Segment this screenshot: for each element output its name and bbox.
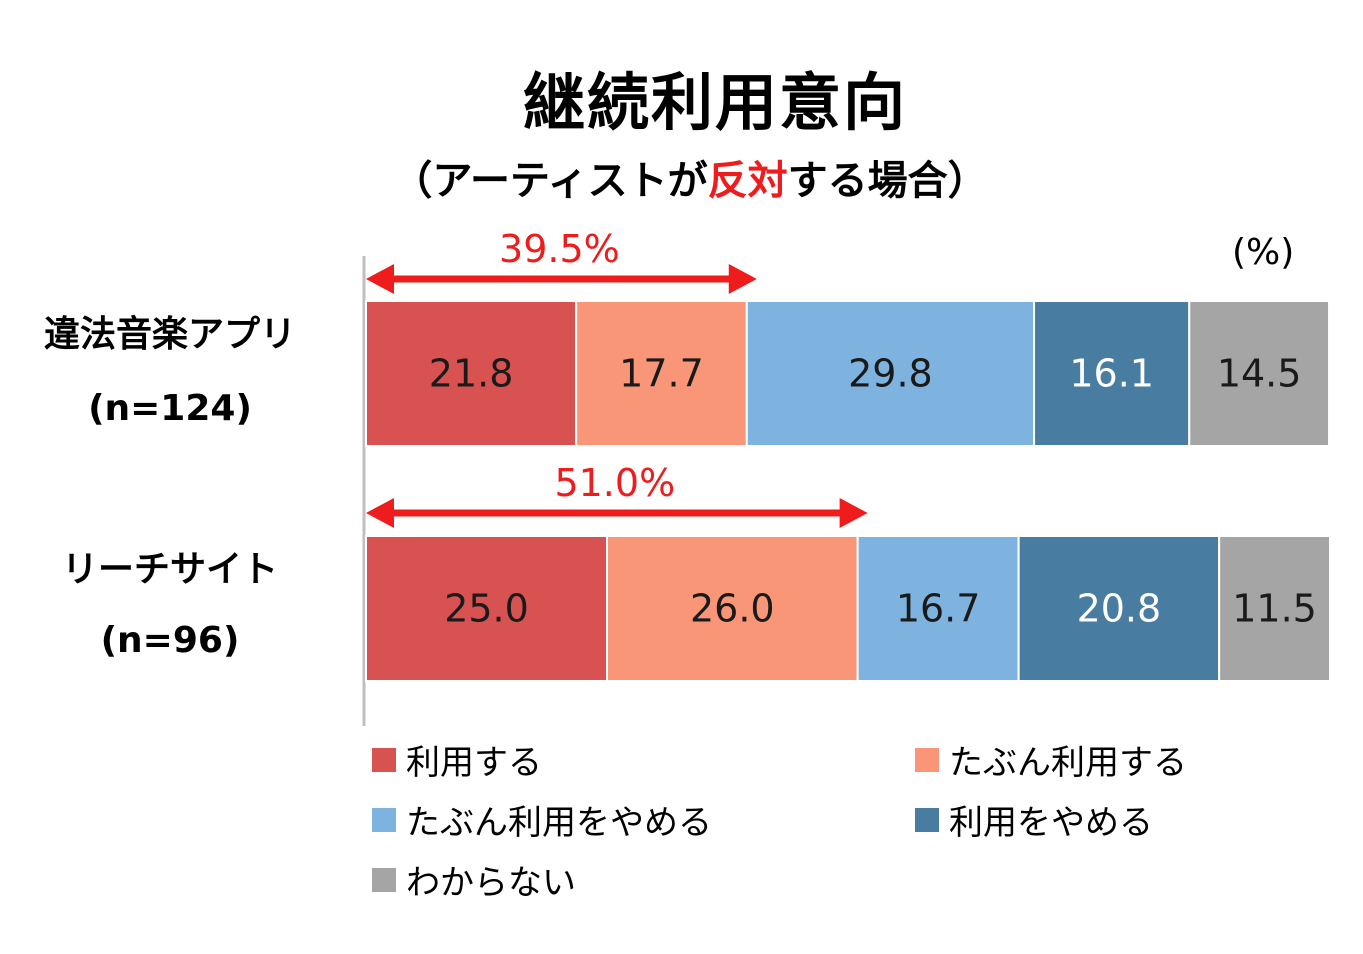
data-label: 17.7	[619, 352, 704, 396]
bar-segment	[365, 300, 578, 447]
legend-item: 利用する	[372, 735, 542, 784]
chart-subtitle: （アーティストが反対する場合）	[0, 148, 1363, 206]
legend-item: 利用をやめる	[915, 795, 1153, 844]
bar-segment	[1188, 300, 1331, 447]
data-label: 26.0	[690, 587, 775, 631]
legend-label: たぶん利用をやめる	[406, 803, 712, 843]
legend-label: わからない	[406, 863, 576, 903]
bar-segment	[1218, 535, 1332, 682]
category-label-0: 違法音楽アプリ	[43, 314, 296, 355]
legend-item: たぶん利用をやめる	[372, 795, 712, 844]
bar-segment	[1017, 535, 1221, 682]
bar-segment	[1033, 300, 1191, 447]
legend-label: たぶん利用する	[949, 743, 1187, 783]
data-label: 21.8	[429, 352, 514, 396]
legend-swatch	[372, 807, 396, 832]
legend-swatch	[915, 807, 939, 832]
category-label-1: リーチサイト	[61, 549, 278, 590]
data-label: 16.1	[1069, 352, 1154, 396]
bar-segment	[606, 535, 859, 682]
annotation-arrowhead-left	[366, 264, 394, 294]
legend-swatch	[372, 747, 396, 772]
legend-label: 利用をやめる	[949, 803, 1153, 843]
data-label: 25.0	[444, 587, 529, 631]
legend-label: 利用する	[406, 743, 542, 783]
data-label: 14.5	[1217, 352, 1302, 396]
annotation-arrowhead-right	[839, 498, 868, 528]
unit-label: (%)	[1232, 232, 1295, 273]
legend-item: たぶん利用する	[915, 735, 1187, 784]
legend-swatch	[915, 747, 939, 772]
bar-segment	[745, 300, 1036, 447]
chart-title: 継続利用意向	[522, 66, 907, 139]
annotation-arrowhead-left	[366, 498, 394, 528]
data-label: 16.7	[896, 587, 981, 631]
category-n-0: (n=124)	[88, 388, 252, 429]
data-label: 29.8	[848, 352, 933, 396]
annotation-label: 51.0%	[554, 461, 675, 505]
subtitle-close: する場合）	[787, 158, 988, 204]
category-n-1: (n=96)	[100, 620, 240, 661]
annotation-arrowhead-right	[728, 264, 757, 294]
annotation-label: 39.5%	[499, 227, 620, 271]
data-label: 11.5	[1232, 587, 1317, 631]
subtitle-open: （アーティストが	[392, 158, 708, 204]
data-label: 20.8	[1077, 587, 1162, 631]
bar-segment	[856, 535, 1020, 682]
legend-item: わからない	[372, 855, 576, 904]
subtitle-highlight: 反対	[707, 158, 788, 204]
legend-swatch	[372, 867, 396, 892]
